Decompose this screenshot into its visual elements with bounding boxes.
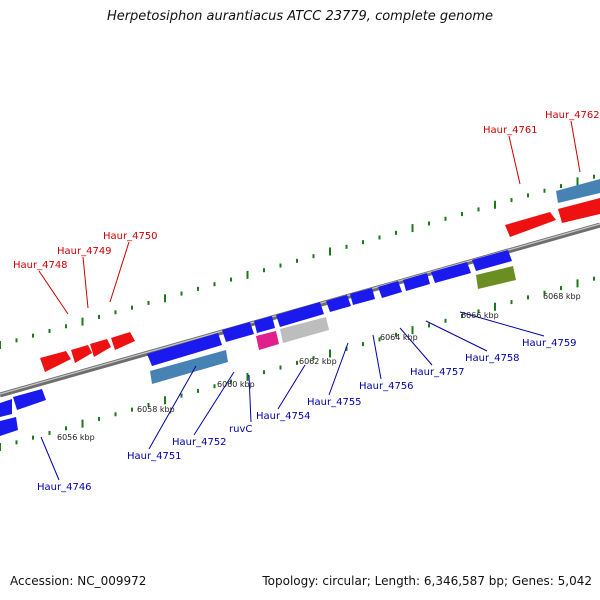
gene-haur-4750[interactable]: [90, 339, 111, 357]
feature-olive[interactable]: [476, 266, 516, 289]
scale-label: 6056 kbp: [57, 433, 95, 442]
gene-haur-4758[interactable]: [403, 273, 430, 291]
gene-label-haur-4755[interactable]: Haur_4755: [307, 397, 362, 408]
gene-label-haur-4762[interactable]: Haur_4762: [545, 110, 600, 121]
gene-haur-4759[interactable]: [431, 262, 471, 283]
gene-label-haur-4748[interactable]: Haur_4748: [13, 260, 68, 271]
scale-label: 6064 kbp: [380, 333, 418, 342]
gene-haur-4751[interactable]: [147, 333, 222, 366]
gene-label-haur-4746[interactable]: Haur_4746: [37, 482, 92, 493]
gene-haur-4760[interactable]: [472, 250, 512, 271]
gene-haur-4762[interactable]: [558, 198, 600, 223]
gene-haur-4754[interactable]: [276, 302, 324, 327]
gene-label-haur-4751[interactable]: Haur_4751: [127, 451, 182, 462]
gene-label-haur-4761[interactable]: Haur_4761: [483, 125, 538, 136]
gene-haur-4757[interactable]: [378, 281, 402, 298]
gene-haur-4748[interactable]: [40, 351, 71, 372]
outer-tick-track: [0, 174, 595, 349]
leader-line: [193, 371, 235, 436]
leader-line: [399, 327, 433, 366]
label-leaders: [38, 120, 581, 481]
leader-line: [328, 342, 349, 396]
accession-text: Accession: NC_009972: [10, 574, 147, 588]
scale-label: 6068 kbp: [543, 292, 581, 301]
gene-labels: Haur_4748 Haur_4749 Haur_4750 Haur_4761 Haur…: [13, 110, 600, 493]
leader-line: [570, 120, 581, 173]
gene-haur-4749[interactable]: [71, 345, 92, 363]
gene-label-haur-4758[interactable]: Haur_4758: [465, 353, 520, 364]
gene-label-haur-4749[interactable]: Haur_4749: [57, 246, 112, 257]
gene-label-haur-4756[interactable]: Haur_4756: [359, 381, 414, 392]
gene-label-haur-4752[interactable]: Haur_4752: [172, 437, 227, 448]
gene-haur-4756[interactable]: [350, 288, 375, 305]
gene-haur-4761[interactable]: [505, 212, 556, 237]
leader-line: [82, 256, 89, 309]
gene-haur-4755[interactable]: [326, 295, 351, 312]
gene-left-a[interactable]: [0, 399, 12, 417]
scale-label: 6062 kbp: [299, 357, 337, 366]
leader-line: [459, 311, 545, 337]
feature-steelblue-a[interactable]: [150, 350, 228, 384]
gene-left-b[interactable]: [13, 389, 46, 410]
leader-line: [248, 374, 252, 423]
scale-label: 6060 kbp: [217, 380, 255, 389]
gene-label-haur-4757[interactable]: Haur_4757: [410, 367, 465, 378]
gene-label-haur-4759[interactable]: Haur_4759: [522, 338, 577, 349]
leader-line: [372, 334, 382, 380]
leader-line: [38, 270, 69, 315]
inner-tick-track: [0, 276, 595, 451]
leader-line: [109, 241, 130, 303]
gene-label-haur-4754[interactable]: Haur_4754: [256, 411, 311, 422]
genome-summary-text: Topology: circular; Length: 6,346,587 bp…: [262, 574, 592, 588]
feature-grey[interactable]: [280, 317, 329, 343]
scale-label: 6058 kbp: [137, 405, 175, 414]
reverse-strand-genes: [0, 250, 512, 436]
leader-line: [277, 364, 306, 410]
gene-red-4751[interactable]: [111, 332, 135, 350]
forward-strand-genes: [40, 198, 600, 372]
map-title: Herpetosiphon aurantiacus ATCC 23779, co…: [106, 9, 494, 24]
gene-haur-4752[interactable]: [222, 322, 254, 342]
feature-steelblue-b[interactable]: [556, 179, 600, 203]
scale-labels: 6056 kbp 6058 kbp 6060 kbp 6062 kbp 6064 kbp…: [57, 292, 581, 442]
other-features: [150, 179, 600, 384]
gene-left-c[interactable]: [0, 417, 18, 436]
leader-line: [148, 365, 197, 450]
feature-magenta[interactable]: [256, 331, 279, 350]
scale-label: 6066 kbp: [461, 311, 499, 320]
leader-line: [425, 320, 488, 352]
gene-label-haur-4750[interactable]: Haur_4750: [103, 231, 158, 242]
gene-label-ruvc[interactable]: ruvC: [229, 424, 252, 435]
leader-line: [508, 135, 521, 185]
leader-line: [40, 436, 60, 481]
gene-ruvc[interactable]: [254, 316, 275, 333]
